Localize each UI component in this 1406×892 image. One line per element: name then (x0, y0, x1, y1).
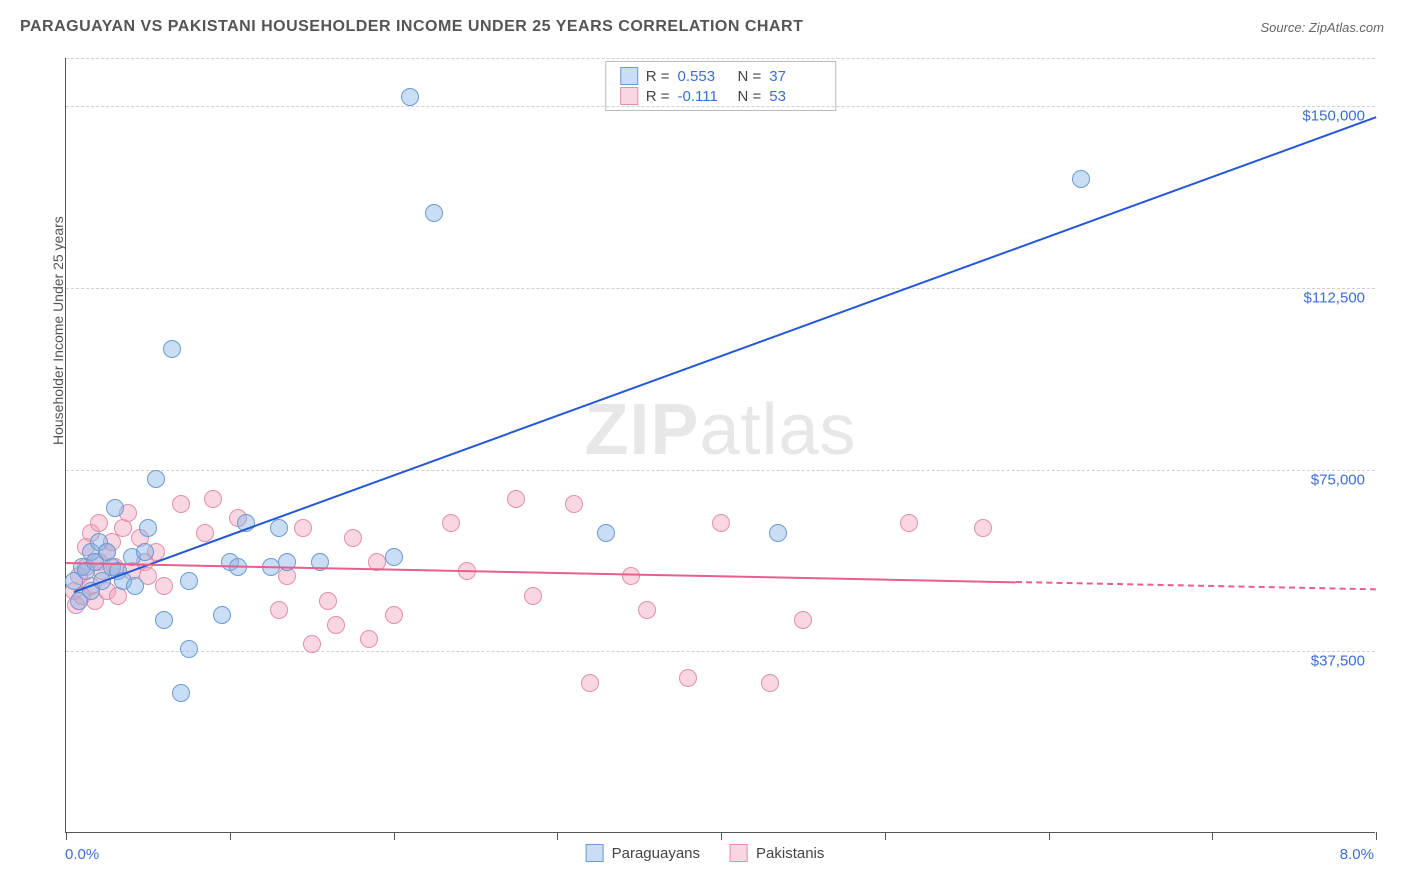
x-tick (230, 832, 231, 840)
data-point-pakistanis (319, 592, 337, 610)
x-tick (557, 832, 558, 840)
regression-line-pakistanis (66, 562, 1016, 583)
gridline (66, 288, 1375, 289)
data-point-paraguayans (126, 577, 144, 595)
stats-row: R = 0.553 N = 37 (606, 66, 836, 86)
data-point-paraguayans (401, 88, 419, 106)
data-point-pakistanis (761, 674, 779, 692)
data-point-pakistanis (90, 514, 108, 532)
data-point-paraguayans (155, 611, 173, 629)
data-point-pakistanis (524, 587, 542, 605)
x-axis-max-label: 8.0% (1340, 846, 1374, 863)
data-point-pakistanis (360, 630, 378, 648)
data-point-pakistanis (794, 611, 812, 629)
data-point-paraguayans (180, 640, 198, 658)
gridline (66, 106, 1375, 107)
data-point-pakistanis (303, 635, 321, 653)
legend-swatch (620, 67, 638, 85)
data-point-paraguayans (213, 606, 231, 624)
data-point-paraguayans (106, 499, 124, 517)
data-point-pakistanis (294, 519, 312, 537)
data-point-pakistanis (344, 529, 362, 547)
legend-item: Paraguayans (586, 844, 700, 862)
stat-r-label: R = (646, 88, 670, 105)
legend-swatch (620, 87, 638, 105)
data-point-pakistanis (155, 577, 173, 595)
data-point-pakistanis (581, 674, 599, 692)
legend-swatch (586, 844, 604, 862)
data-point-pakistanis (679, 669, 697, 687)
stat-n-label: N = (738, 88, 762, 105)
data-point-paraguayans (172, 684, 190, 702)
legend-swatch (730, 844, 748, 862)
legend-bottom: Paraguayans Pakistanis (586, 844, 825, 862)
data-point-pakistanis (196, 524, 214, 542)
data-point-paraguayans (425, 204, 443, 222)
data-point-pakistanis (327, 616, 345, 634)
x-tick (1212, 832, 1213, 840)
data-point-pakistanis (442, 514, 460, 532)
x-tick (66, 832, 67, 840)
x-axis-min-label: 0.0% (65, 846, 99, 863)
gridline (66, 651, 1375, 652)
x-tick (885, 832, 886, 840)
y-tick-label: $112,500 (1304, 290, 1365, 307)
stat-r-label: R = (646, 68, 670, 85)
legend-label: Paraguayans (612, 845, 700, 862)
regression-line-pakistanis-extrapolated (1016, 581, 1376, 590)
data-point-pakistanis (172, 495, 190, 513)
stat-r-value: -0.111 (678, 88, 730, 105)
chart-container: PARAGUAYAN VS PAKISTANI HOUSEHOLDER INCO… (20, 18, 1390, 878)
data-point-paraguayans (163, 340, 181, 358)
stat-n-label: N = (738, 68, 762, 85)
data-point-paraguayans (597, 524, 615, 542)
data-point-pakistanis (974, 519, 992, 537)
x-tick (721, 832, 722, 840)
legend-label: Pakistanis (756, 845, 824, 862)
chart-title: PARAGUAYAN VS PAKISTANI HOUSEHOLDER INCO… (20, 18, 1390, 36)
data-point-paraguayans (136, 543, 154, 561)
data-point-pakistanis (638, 601, 656, 619)
y-tick-label: $37,500 (1311, 653, 1365, 670)
legend-item: Pakistanis (730, 844, 824, 862)
data-point-pakistanis (622, 567, 640, 585)
data-point-paraguayans (180, 572, 198, 590)
data-point-paraguayans (769, 524, 787, 542)
y-axis-label: Householder Income Under 25 years (50, 216, 66, 445)
x-tick (1049, 832, 1050, 840)
watermark: ZIPatlas (584, 389, 856, 471)
data-point-paraguayans (385, 548, 403, 566)
data-point-pakistanis (270, 601, 288, 619)
data-point-pakistanis (900, 514, 918, 532)
data-point-paraguayans (139, 519, 157, 537)
y-tick-label: $75,000 (1311, 471, 1365, 488)
stat-r-value: 0.553 (678, 68, 730, 85)
data-point-paraguayans (270, 519, 288, 537)
data-point-pakistanis (204, 490, 222, 508)
x-tick (1376, 832, 1377, 840)
plot-area: Householder Income Under 25 years ZIPatl… (65, 58, 1375, 833)
data-point-paraguayans (147, 470, 165, 488)
data-point-paraguayans (1072, 170, 1090, 188)
source-credit: Source: ZipAtlas.com (1260, 20, 1384, 35)
data-point-pakistanis (507, 490, 525, 508)
data-point-pakistanis (385, 606, 403, 624)
gridline (66, 58, 1375, 59)
stat-n-value: 53 (769, 88, 821, 105)
stats-row: R = -0.111 N = 53 (606, 86, 836, 106)
data-point-pakistanis (712, 514, 730, 532)
x-tick (394, 832, 395, 840)
stats-legend-box: R = 0.553 N = 37 R = -0.111 N = 53 (605, 61, 837, 111)
stat-n-value: 37 (769, 68, 821, 85)
data-point-pakistanis (565, 495, 583, 513)
gridline (66, 470, 1375, 471)
